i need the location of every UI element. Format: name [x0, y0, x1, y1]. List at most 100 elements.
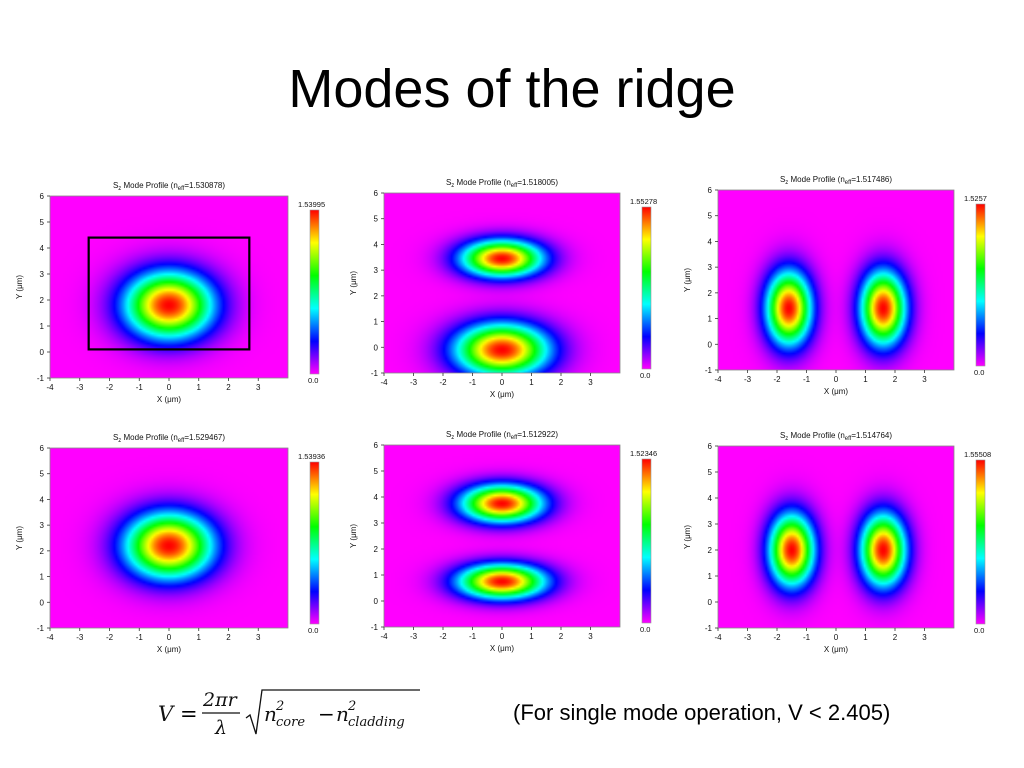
- y-tick-label: 1: [40, 573, 45, 582]
- formula-numerator: 2πr: [202, 689, 239, 711]
- x-tick-label: -3: [410, 632, 418, 641]
- x-tick-label: -2: [773, 375, 781, 384]
- x-tick-label: -4: [46, 383, 54, 392]
- y-axis-label: Y (μm): [15, 275, 24, 299]
- x-tick-label: -1: [803, 375, 811, 384]
- y-tick-label: 2: [708, 546, 713, 555]
- x-tick-label: -3: [76, 633, 84, 642]
- x-tick-label: -3: [744, 633, 752, 642]
- mode-profile-plot-4: -4 -3 -2 -1 0 1 2 3 -1 0 1 2 3 4 5 6 X (μm) Y (μm) Sz Mode…: [15, 433, 325, 654]
- plot-title: Sz Mode Profile (neff=1.530878): [113, 181, 225, 192]
- y-tick-label: -1: [705, 366, 713, 375]
- x-tick-label: 0: [834, 633, 839, 642]
- y-tick-label: 0: [374, 597, 379, 606]
- formula-denominator: λ: [214, 717, 227, 739]
- colorbar: [641, 458, 652, 624]
- x-axis-label: X (μm): [157, 645, 181, 654]
- colorbar-max-label: 1.52346: [630, 449, 657, 458]
- y-tick-label: 6: [40, 192, 45, 201]
- x-tick-label: 1: [863, 375, 868, 384]
- y-tick-label: 2: [374, 545, 379, 554]
- plot-title: Sz Mode Profile (neff=1.518005): [446, 178, 558, 189]
- y-tick-label: 2: [374, 292, 379, 301]
- y-tick-label: 4: [708, 494, 713, 503]
- x-tick-label: -3: [76, 383, 84, 392]
- term1-base: n: [264, 702, 277, 726]
- x-tick-label: -3: [410, 378, 418, 387]
- y-tick-label: -1: [37, 374, 45, 383]
- field-heatmap: [384, 445, 620, 627]
- x-tick-label: 2: [893, 375, 898, 384]
- x-tick-label: 0: [500, 632, 505, 641]
- y-tick-label: 5: [40, 470, 45, 479]
- y-tick-label: 3: [374, 266, 379, 275]
- y-tick-label: 0: [40, 598, 45, 607]
- colorbar-max-label: 1.5257: [964, 194, 987, 203]
- x-tick-label: 0: [167, 633, 172, 642]
- field-heatmap: [384, 193, 620, 373]
- y-tick-label: 2: [708, 289, 713, 298]
- x-tick-label: -4: [714, 375, 722, 384]
- colorbar-max-label: 1.53936: [298, 452, 325, 461]
- term2-sub: cladding: [348, 715, 405, 730]
- x-tick-label: 3: [922, 633, 927, 642]
- y-tick-label: 2: [40, 547, 45, 556]
- x-tick-label: -2: [106, 383, 114, 392]
- term2-sup: 2: [347, 699, 356, 714]
- x-tick-label: -2: [439, 632, 447, 641]
- x-tick-label: -4: [714, 633, 722, 642]
- plot-title: Sz Mode Profile (neff=1.529467): [113, 433, 225, 444]
- x-tick-label: 0: [167, 383, 172, 392]
- colorbar-min-label: 0.0: [974, 368, 984, 377]
- x-tick-label: -4: [380, 632, 388, 641]
- x-tick-label: 1: [863, 633, 868, 642]
- y-tick-label: 0: [40, 348, 45, 357]
- plot-title: Sz Mode Profile (neff=1.514764): [780, 431, 892, 442]
- colorbar-min-label: 0.0: [308, 376, 318, 385]
- y-tick-label: 0: [374, 343, 379, 352]
- x-axis-label: X (μm): [824, 645, 848, 654]
- mode-profile-plot-3: -4 -3 -2 -1 0 1 2 3 -1 0 1 2 3 4 5 6 X (μm) Y (μm) Sz Mode…: [683, 175, 987, 396]
- x-axis-label: X (μm): [824, 387, 848, 396]
- y-tick-label: 1: [708, 572, 713, 581]
- y-tick-label: 4: [40, 495, 45, 504]
- y-tick-label: 3: [374, 519, 379, 528]
- colorbar: [975, 459, 986, 625]
- x-tick-label: -1: [136, 633, 144, 642]
- y-tick-label: 5: [374, 215, 379, 224]
- x-tick-label: -3: [744, 375, 752, 384]
- x-tick-label: 3: [588, 632, 593, 641]
- x-tick-label: 2: [893, 633, 898, 642]
- slide-title: Modes of the ridge: [288, 59, 736, 119]
- y-tick-label: -1: [705, 624, 713, 633]
- x-tick-label: 0: [834, 375, 839, 384]
- y-tick-label: 5: [708, 468, 713, 477]
- x-tick-label: 3: [588, 378, 593, 387]
- y-tick-label: 4: [708, 237, 713, 246]
- plot-title: Sz Mode Profile (neff=1.512922): [446, 430, 558, 441]
- x-tick-label: 0: [500, 378, 505, 387]
- field-heatmap: [50, 196, 288, 378]
- colorbar-max-label: 1.55278: [630, 197, 657, 206]
- x-axis-label: X (μm): [490, 390, 514, 399]
- colorbar: [309, 209, 320, 375]
- colorbar: [641, 206, 652, 370]
- x-tick-label: 1: [197, 383, 202, 392]
- x-tick-label: 3: [922, 375, 927, 384]
- y-tick-label: 4: [374, 493, 379, 502]
- field-heatmap: [50, 448, 288, 628]
- x-tick-label: -1: [469, 632, 477, 641]
- y-tick-label: 1: [374, 571, 379, 580]
- x-tick-label: -1: [803, 633, 811, 642]
- y-tick-label: 3: [708, 263, 713, 272]
- mode-profile-plot-5: -4 -3 -2 -1 0 1 2 3 -1 0 1 2 3 4 5 6 X (μm) Y (μm) Sz Mode…: [349, 430, 657, 653]
- x-tick-label: -2: [106, 633, 114, 642]
- y-tick-label: 5: [40, 218, 45, 227]
- mode-profile-plot-6: -4 -3 -2 -1 0 1 2 3 -1 0 1 2 3 4 5 6 X (μm) Y (μm) Sz Mode…: [683, 431, 991, 654]
- x-axis-label: X (μm): [157, 395, 181, 404]
- x-tick-label: -2: [773, 633, 781, 642]
- colorbar-min-label: 0.0: [308, 626, 318, 635]
- formula-equals: =: [180, 702, 198, 726]
- x-tick-label: -2: [439, 378, 447, 387]
